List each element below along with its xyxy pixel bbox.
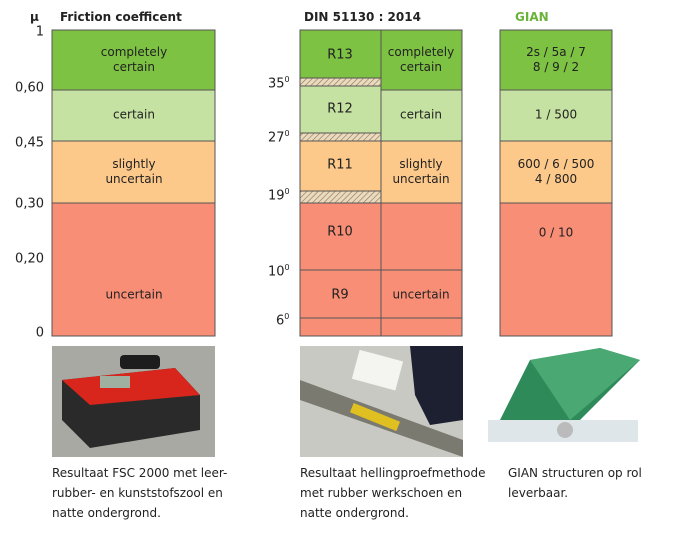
angle-sup: 0: [284, 263, 290, 272]
band-label: completely certain: [100, 45, 168, 74]
mu-symbol: μ: [30, 10, 39, 24]
band-label: 1 / 500: [534, 107, 578, 122]
angle-value: 10: [268, 264, 285, 280]
tick-label: 0,45: [15, 135, 44, 151]
photo-gian: [487, 346, 650, 457]
class-label: R11: [327, 157, 353, 173]
band-label: 600 / 6 / 500 4 / 800: [517, 157, 595, 186]
angle-value: 19: [268, 188, 285, 204]
caption: Resultaat FSC 2000 met leer- rubber- en …: [52, 466, 228, 520]
photo-ramp: [300, 346, 463, 457]
band-label: slightly uncertain: [105, 157, 163, 186]
angle-sup: 0: [284, 75, 290, 84]
angle-label: 350: [268, 72, 290, 91]
angle-label: 190: [268, 184, 290, 203]
angle-sup: 0: [284, 187, 290, 196]
class-label: R13: [327, 47, 353, 63]
gian-bands: [499, 29, 613, 337]
band-label: uncertain: [392, 287, 450, 302]
angle-value: 6: [276, 313, 285, 329]
class-label: R9: [331, 287, 349, 303]
angle-sup: 0: [284, 312, 290, 321]
angle-label: 270: [268, 126, 290, 145]
header: DIN 51130 : 2014: [304, 10, 421, 24]
class-label: R10: [327, 224, 353, 240]
band-label: completely certain: [387, 45, 455, 74]
angle-value: 27: [268, 130, 285, 146]
header: GIAN: [515, 10, 549, 24]
tick-label: 0,30: [15, 196, 44, 212]
header: Friction coefficent: [60, 10, 182, 24]
class-label: R12: [327, 101, 353, 117]
angle-sup: 0: [284, 129, 290, 138]
friction-bands: [51, 29, 216, 337]
band-label: uncertain: [105, 287, 163, 302]
band-label: slightly uncertain: [392, 157, 450, 186]
din-bands: [299, 29, 463, 337]
caption: GIAN structuren op rol leverbaar.: [508, 466, 642, 500]
band-label: 0 / 10: [538, 225, 574, 240]
band-label: 2s / 5a / 7 8 / 9 / 2: [526, 45, 586, 74]
band-label: certain: [400, 107, 442, 122]
tick-label: 1: [35, 24, 44, 40]
tick-label: 0,20: [15, 251, 44, 267]
angle-label: 60: [276, 309, 289, 328]
angle-label: 100: [268, 260, 290, 279]
band-label: certain: [113, 107, 155, 122]
tick-label: 0,60: [15, 80, 44, 96]
photo-fsc: [52, 346, 215, 457]
angle-value: 35: [268, 76, 285, 92]
tick-label: 0: [35, 325, 44, 341]
caption: Resultaat hellingproefmethode met rubber…: [300, 466, 486, 520]
